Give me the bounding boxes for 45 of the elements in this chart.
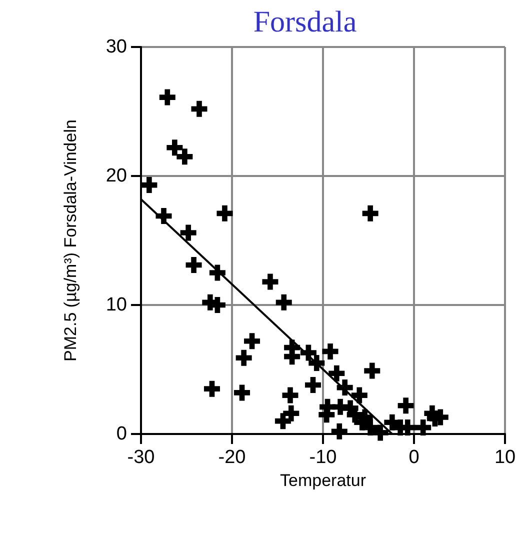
x-tick-label: -30: [127, 447, 155, 468]
point: [362, 420, 378, 436]
point: [156, 208, 172, 224]
point: [262, 274, 278, 290]
x-tick-label: 10: [494, 447, 516, 468]
point: [141, 177, 158, 194]
y-axis-title: PM2.5 (µg/m³) Forsdala-Vindeln: [61, 120, 80, 362]
x-tick-label: -20: [218, 447, 246, 468]
point: [336, 380, 353, 396]
x-axis-title: Temperatur: [280, 471, 366, 490]
y-tick-label: 0: [116, 424, 127, 444]
point: [191, 100, 208, 117]
y-tick-label: 10: [106, 294, 127, 316]
point: [274, 413, 291, 430]
point: [216, 205, 233, 222]
point: [234, 384, 250, 401]
point: [362, 205, 378, 222]
point: [364, 362, 380, 379]
point: [244, 333, 260, 350]
x-tick-label: 0: [408, 447, 420, 468]
point: [300, 344, 316, 361]
point: [322, 343, 338, 360]
point: [372, 424, 388, 441]
point: [398, 398, 414, 414]
point: [304, 376, 321, 393]
y-tick-label: 30: [106, 36, 127, 58]
point: [180, 224, 196, 241]
point: [328, 365, 345, 382]
point: [186, 257, 202, 274]
chart-title: Forsdala: [253, 6, 357, 38]
point: [331, 423, 348, 440]
y-tick-label: 20: [106, 166, 127, 186]
point: [276, 294, 292, 310]
point: [236, 350, 252, 366]
point: [204, 380, 220, 397]
x-tick-label: -10: [309, 447, 337, 468]
point: [415, 420, 432, 436]
point: [166, 140, 183, 156]
point: [282, 387, 298, 404]
point: [176, 148, 193, 165]
point: [209, 264, 226, 281]
point: [159, 89, 176, 106]
point: [284, 348, 300, 365]
point: [351, 387, 368, 404]
point: [308, 355, 325, 372]
